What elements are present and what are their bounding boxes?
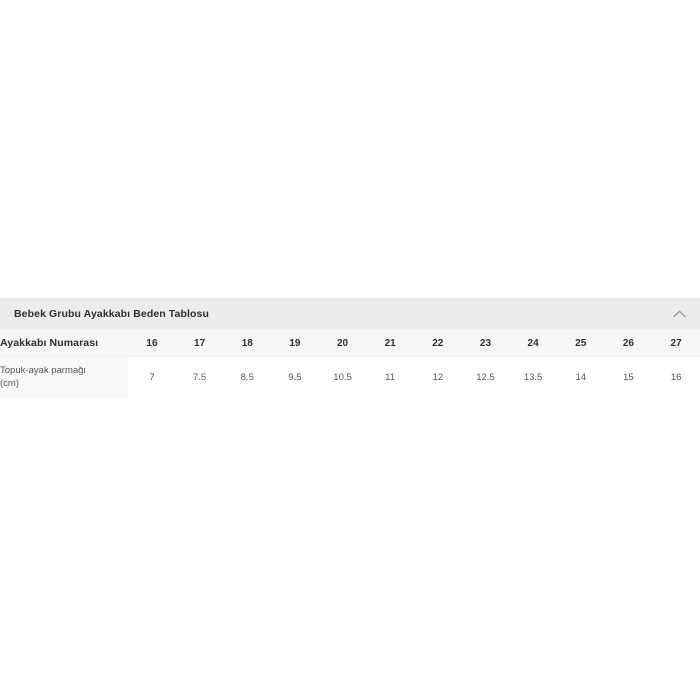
cell-heel-to-toe: 7 <box>149 372 155 383</box>
cell-shoe-size: 17 <box>194 337 206 349</box>
cell-shoe-size: 25 <box>575 337 587 349</box>
cell-heel-to-toe: 13.5 <box>523 372 543 383</box>
cell-shoe-size: 26 <box>622 337 634 349</box>
cell-heel-to-toe: 14 <box>575 372 587 383</box>
row-header-heel-to-toe-line1: Topuk-ayak parmağı <box>0 364 87 376</box>
row-header-shoe-size: Ayakkabı Numarası <box>0 337 99 349</box>
cell-heel-to-toe: 9.5 <box>288 372 302 383</box>
cell-heel-to-toe: 7.5 <box>193 372 207 383</box>
cell-heel-to-toe: 8.5 <box>240 372 254 383</box>
accordion-title: Bebek Grubu Ayakkabı Beden Tablosu <box>14 307 209 320</box>
size-chart-table: Ayakkabı Numarası 16 17 18 19 20 21 22 2… <box>0 330 700 398</box>
cell-heel-to-toe: 16 <box>670 372 682 383</box>
row-header-heel-to-toe: Topuk-ayak parmağı (cm) <box>0 356 129 398</box>
chevron-up-icon[interactable] <box>670 305 688 323</box>
cell-heel-to-toe: 11 <box>385 372 396 383</box>
row-header-heel-to-toe-line2: (cm) <box>0 377 19 389</box>
cell-heel-to-toe: 10.5 <box>333 372 352 383</box>
table-row-heel-to-toe: Topuk-ayak parmağı (cm) 7 7.5 8.5 9.5 10… <box>0 356 700 398</box>
cell-shoe-size: 19 <box>289 337 301 349</box>
cell-shoe-size: 23 <box>479 337 492 349</box>
size-chart-accordion: Bebek Grubu Ayakkabı Beden Tablosu Ayakk… <box>0 298 700 398</box>
cell-shoe-size: 22 <box>432 337 444 349</box>
accordion-header[interactable]: Bebek Grubu Ayakkabı Beden Tablosu <box>0 298 700 330</box>
cell-heel-to-toe: 12 <box>432 372 444 383</box>
cell-shoe-size: 27 <box>670 337 682 349</box>
cell-shoe-size: 21 <box>384 337 396 349</box>
cell-shoe-size: 16 <box>146 337 158 349</box>
cell-shoe-size: 18 <box>241 337 253 349</box>
cell-shoe-size: 24 <box>527 337 539 349</box>
cell-shoe-size: 20 <box>336 337 349 349</box>
table-row-shoe-size: Ayakkabı Numarası 16 17 18 19 20 21 22 2… <box>0 330 700 357</box>
cell-heel-to-toe: 15 <box>623 372 634 383</box>
cell-heel-to-toe: 12.5 <box>476 372 495 383</box>
